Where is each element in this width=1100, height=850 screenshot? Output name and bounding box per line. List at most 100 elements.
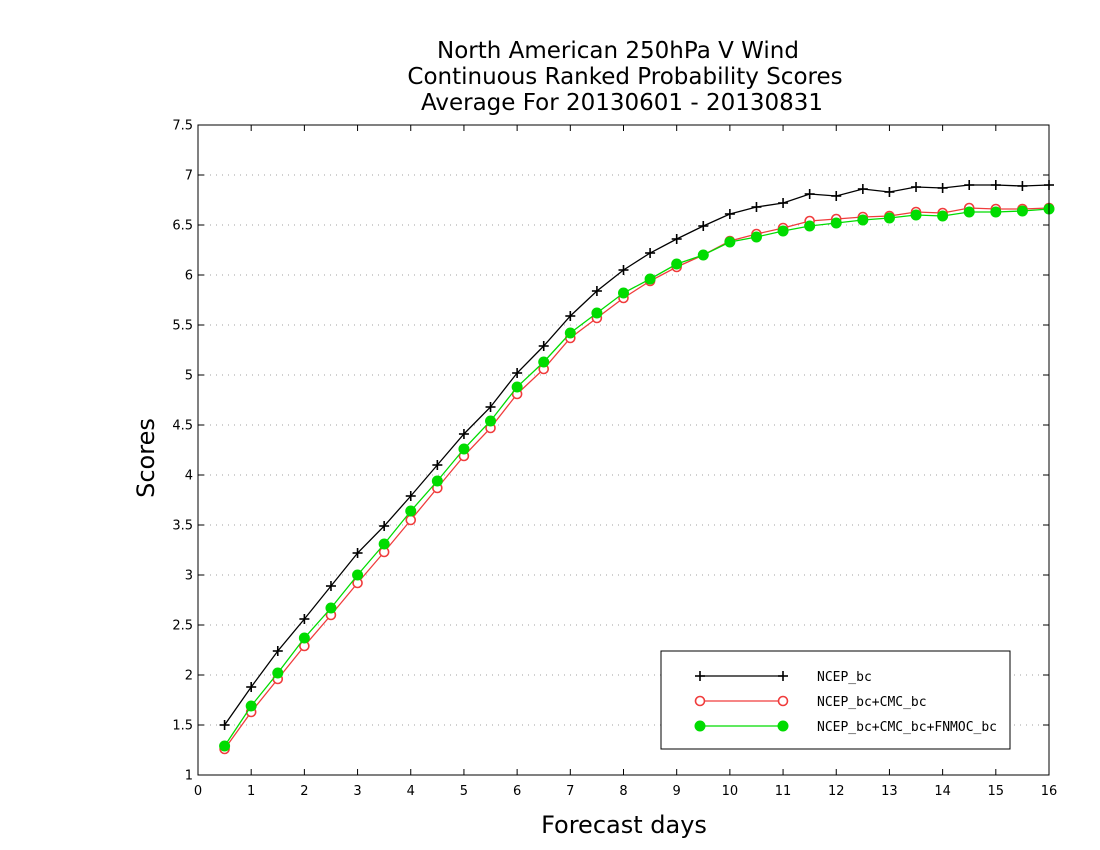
- title-line-2: Continuous Ranked Probability Scores: [407, 64, 842, 90]
- data-point: [618, 265, 629, 275]
- data-point: [804, 220, 816, 232]
- data-point: [671, 258, 683, 270]
- data-point: [432, 460, 443, 470]
- data-point: [990, 206, 1002, 218]
- y-axis-label: Scores: [132, 418, 160, 498]
- series-line: [224, 184, 1050, 726]
- series-1: [219, 180, 1054, 730]
- data-point: [325, 602, 337, 614]
- data-point: [857, 214, 869, 226]
- x-tick-label: 14: [934, 784, 951, 799]
- chart-title: North American 250hPa V Wind Continuous …: [407, 38, 842, 116]
- plot-frame: [197, 124, 1050, 776]
- data-point: [512, 368, 523, 378]
- y-tick-label: 1: [185, 769, 193, 784]
- x-tick-label: 6: [513, 784, 521, 799]
- data-point: [671, 234, 682, 244]
- data-point: [511, 381, 523, 393]
- series-3: [219, 203, 1055, 752]
- data-point: [911, 182, 922, 192]
- x-tick-label: 12: [828, 784, 845, 799]
- x-tick-label: 11: [775, 784, 792, 799]
- y-tick-label: 4: [185, 469, 193, 484]
- data-point: [750, 231, 762, 243]
- y-tick-label: 2: [185, 669, 193, 684]
- y-tick-label: 5.5: [172, 319, 193, 334]
- data-point: [272, 667, 284, 679]
- data-point: [910, 209, 922, 221]
- data-point: [458, 443, 470, 455]
- data-point: [591, 286, 602, 296]
- data-point: [298, 632, 310, 644]
- data-point: [697, 249, 709, 261]
- x-tick-label: 15: [988, 784, 1005, 799]
- data-point: [219, 740, 231, 752]
- data-point: [804, 189, 815, 199]
- data-point: [538, 356, 550, 368]
- legend-marker: [694, 720, 706, 732]
- data-point: [405, 514, 417, 526]
- data-point: [937, 210, 949, 222]
- legend-item-3: NCEP_bc+CMC_bc+FNMOC_bc: [694, 720, 997, 735]
- x-tick-label: 5: [460, 784, 468, 799]
- data-point: [618, 287, 629, 299]
- data-point: [564, 327, 576, 339]
- data-point: [246, 682, 257, 692]
- y-tick-label: 3.5: [172, 519, 193, 534]
- data-point: [591, 307, 603, 319]
- data-point: [778, 198, 789, 208]
- grid-lines: [198, 174, 1049, 726]
- series-layer: [219, 180, 1055, 755]
- x-tick-label: 0: [194, 784, 202, 799]
- data-point: [937, 183, 948, 193]
- data-point: [245, 700, 257, 712]
- y-tick-label: 5: [185, 369, 193, 384]
- y-tick-label: 6: [185, 269, 193, 284]
- data-point: [379, 521, 390, 531]
- y-tick-label: 3: [185, 569, 193, 584]
- data-point: [884, 187, 895, 197]
- data-point: [644, 273, 656, 285]
- data-point: [485, 415, 497, 427]
- y-tick-label: 1.5: [172, 719, 193, 734]
- x-tick-label: 4: [407, 784, 415, 799]
- title-line-1: North American 250hPa V Wind: [437, 38, 799, 64]
- x-tick-label: 8: [619, 784, 627, 799]
- data-point: [378, 538, 390, 550]
- data-point: [352, 569, 364, 581]
- y-tick-label: 2.5: [172, 619, 193, 634]
- legend-label: NCEP_bc: [817, 670, 872, 685]
- data-point: [645, 248, 656, 258]
- legend-marker: [694, 695, 706, 707]
- title-line-3: Average For 20130601 - 20130831: [421, 90, 823, 116]
- x-tick-label: 16: [1041, 784, 1058, 799]
- legend: NCEP_bc NCEP_bc+CMC_bc NCEP_bc+CMC_bc+FNMO…: [660, 650, 1011, 750]
- legend-marker: [777, 720, 789, 732]
- data-point: [485, 402, 496, 412]
- data-point: [963, 206, 975, 218]
- legend-label: NCEP_bc+CMC_bc+FNMOC_bc: [817, 720, 997, 735]
- data-point: [830, 217, 842, 229]
- data-point: [219, 720, 230, 730]
- legend-marker: [777, 695, 789, 707]
- legend-item-2: NCEP_bc+CMC_bc: [694, 695, 927, 710]
- x-tick-label: 9: [673, 784, 681, 799]
- data-point: [352, 548, 363, 558]
- x-tick-label: 13: [881, 784, 898, 799]
- legend-label: NCEP_bc+CMC_bc: [817, 695, 927, 710]
- y-tick-label: 6.5: [172, 219, 193, 234]
- data-point: [1016, 205, 1028, 217]
- data-point: [1017, 181, 1028, 191]
- axis-ticks: 11.522.533.544.555.566.577.50 1 2 3 4 5 6 7 8 9 10…: [172, 119, 1057, 800]
- data-point: [831, 191, 842, 201]
- data-point: [724, 236, 736, 248]
- x-tick-label: 7: [566, 784, 574, 799]
- y-tick-label: 7: [185, 169, 193, 184]
- y-tick-label: 7.5: [172, 119, 193, 134]
- data-point: [724, 209, 735, 219]
- data-point: [698, 221, 709, 231]
- data-point: [751, 202, 762, 212]
- data-point: [990, 180, 1001, 190]
- legend-marker: [778, 671, 788, 681]
